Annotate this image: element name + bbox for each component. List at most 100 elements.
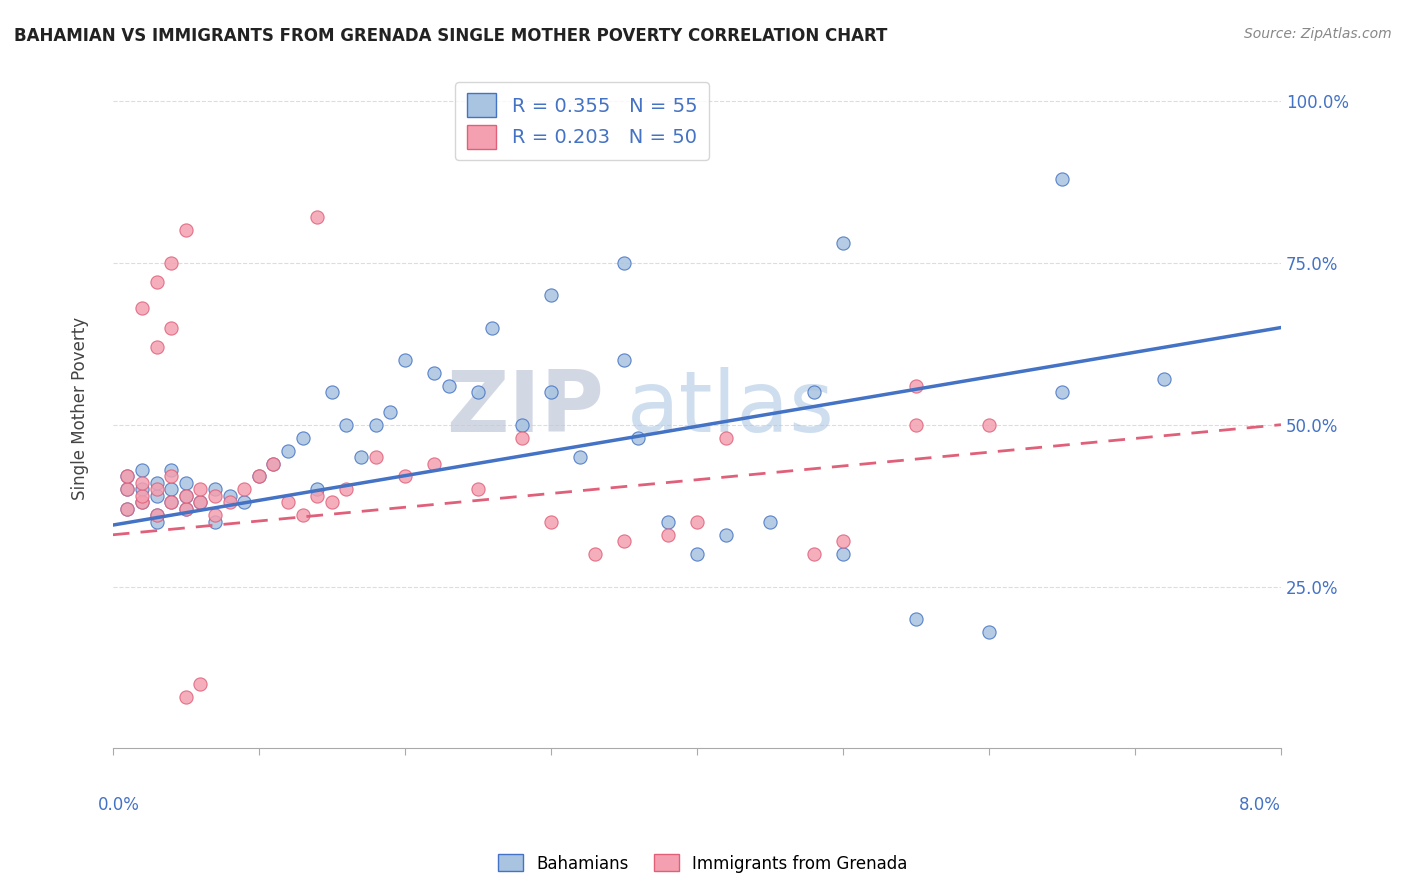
Point xyxy=(510,417,533,432)
Point xyxy=(437,379,460,393)
Point xyxy=(247,469,270,483)
Point xyxy=(686,547,709,561)
Point xyxy=(218,495,240,509)
Point xyxy=(627,431,650,445)
Text: ZIP: ZIP xyxy=(446,367,603,450)
Point xyxy=(145,483,167,497)
Text: atlas: atlas xyxy=(627,367,835,450)
Point xyxy=(803,547,825,561)
Point xyxy=(160,463,183,477)
Point xyxy=(540,385,562,400)
Point xyxy=(117,469,139,483)
Point xyxy=(380,405,402,419)
Point xyxy=(233,495,256,509)
Text: BAHAMIAN VS IMMIGRANTS FROM GRENADA SINGLE MOTHER POVERTY CORRELATION CHART: BAHAMIAN VS IMMIGRANTS FROM GRENADA SING… xyxy=(14,27,887,45)
Point xyxy=(335,483,357,497)
Point xyxy=(977,417,1000,432)
Point xyxy=(190,483,212,497)
Point xyxy=(569,450,592,464)
Point xyxy=(481,320,503,334)
Point xyxy=(832,236,855,251)
Point xyxy=(657,515,679,529)
Point xyxy=(174,489,197,503)
Text: 8.0%: 8.0% xyxy=(1239,796,1281,814)
Point xyxy=(832,534,855,549)
Point xyxy=(291,431,314,445)
Point xyxy=(277,443,299,458)
Point xyxy=(540,515,562,529)
Point xyxy=(977,624,1000,639)
Point xyxy=(1050,385,1073,400)
Point xyxy=(174,475,197,490)
Point xyxy=(145,489,167,503)
Point xyxy=(131,489,153,503)
Point xyxy=(364,417,387,432)
Point xyxy=(218,489,240,503)
Point xyxy=(1050,171,1073,186)
Point xyxy=(759,515,782,529)
Point xyxy=(117,469,139,483)
Text: Source: ZipAtlas.com: Source: ZipAtlas.com xyxy=(1244,27,1392,41)
Text: 0.0%: 0.0% xyxy=(98,796,141,814)
Point xyxy=(160,256,183,270)
Point xyxy=(803,385,825,400)
Point xyxy=(262,457,284,471)
Point xyxy=(364,450,387,464)
Point xyxy=(131,301,153,315)
Point xyxy=(423,366,446,380)
Y-axis label: Single Mother Poverty: Single Mother Poverty xyxy=(72,317,89,500)
Point xyxy=(117,501,139,516)
Point xyxy=(394,469,416,483)
Point xyxy=(686,515,709,529)
Point xyxy=(335,417,357,432)
Point xyxy=(145,508,167,523)
Point xyxy=(510,431,533,445)
Point xyxy=(307,489,329,503)
Point xyxy=(307,211,329,225)
Point xyxy=(233,483,256,497)
Point xyxy=(145,508,167,523)
Point xyxy=(160,483,183,497)
Point xyxy=(247,469,270,483)
Point xyxy=(350,450,373,464)
Point xyxy=(1153,372,1175,386)
Point xyxy=(583,547,606,561)
Point xyxy=(174,223,197,237)
Point xyxy=(613,256,636,270)
Point xyxy=(190,495,212,509)
Point xyxy=(145,515,167,529)
Point xyxy=(540,288,562,302)
Point xyxy=(190,677,212,691)
Point xyxy=(904,417,927,432)
Point xyxy=(291,508,314,523)
Point xyxy=(174,501,197,516)
Point xyxy=(174,489,197,503)
Point xyxy=(204,515,226,529)
Legend: Bahamians, Immigrants from Grenada: Bahamians, Immigrants from Grenada xyxy=(492,847,914,880)
Point xyxy=(904,379,927,393)
Point xyxy=(160,495,183,509)
Point xyxy=(657,528,679,542)
Point xyxy=(467,385,489,400)
Point xyxy=(160,320,183,334)
Point xyxy=(117,483,139,497)
Point xyxy=(174,690,197,704)
Point xyxy=(131,475,153,490)
Point xyxy=(145,340,167,354)
Point xyxy=(832,547,855,561)
Point xyxy=(145,275,167,289)
Point xyxy=(204,489,226,503)
Point xyxy=(613,534,636,549)
Point xyxy=(190,495,212,509)
Point xyxy=(160,469,183,483)
Point xyxy=(467,483,489,497)
Point xyxy=(321,495,343,509)
Point xyxy=(394,353,416,368)
Point xyxy=(204,508,226,523)
Point xyxy=(321,385,343,400)
Point xyxy=(160,495,183,509)
Point xyxy=(714,431,737,445)
Point xyxy=(131,495,153,509)
Point xyxy=(904,612,927,626)
Point xyxy=(131,495,153,509)
